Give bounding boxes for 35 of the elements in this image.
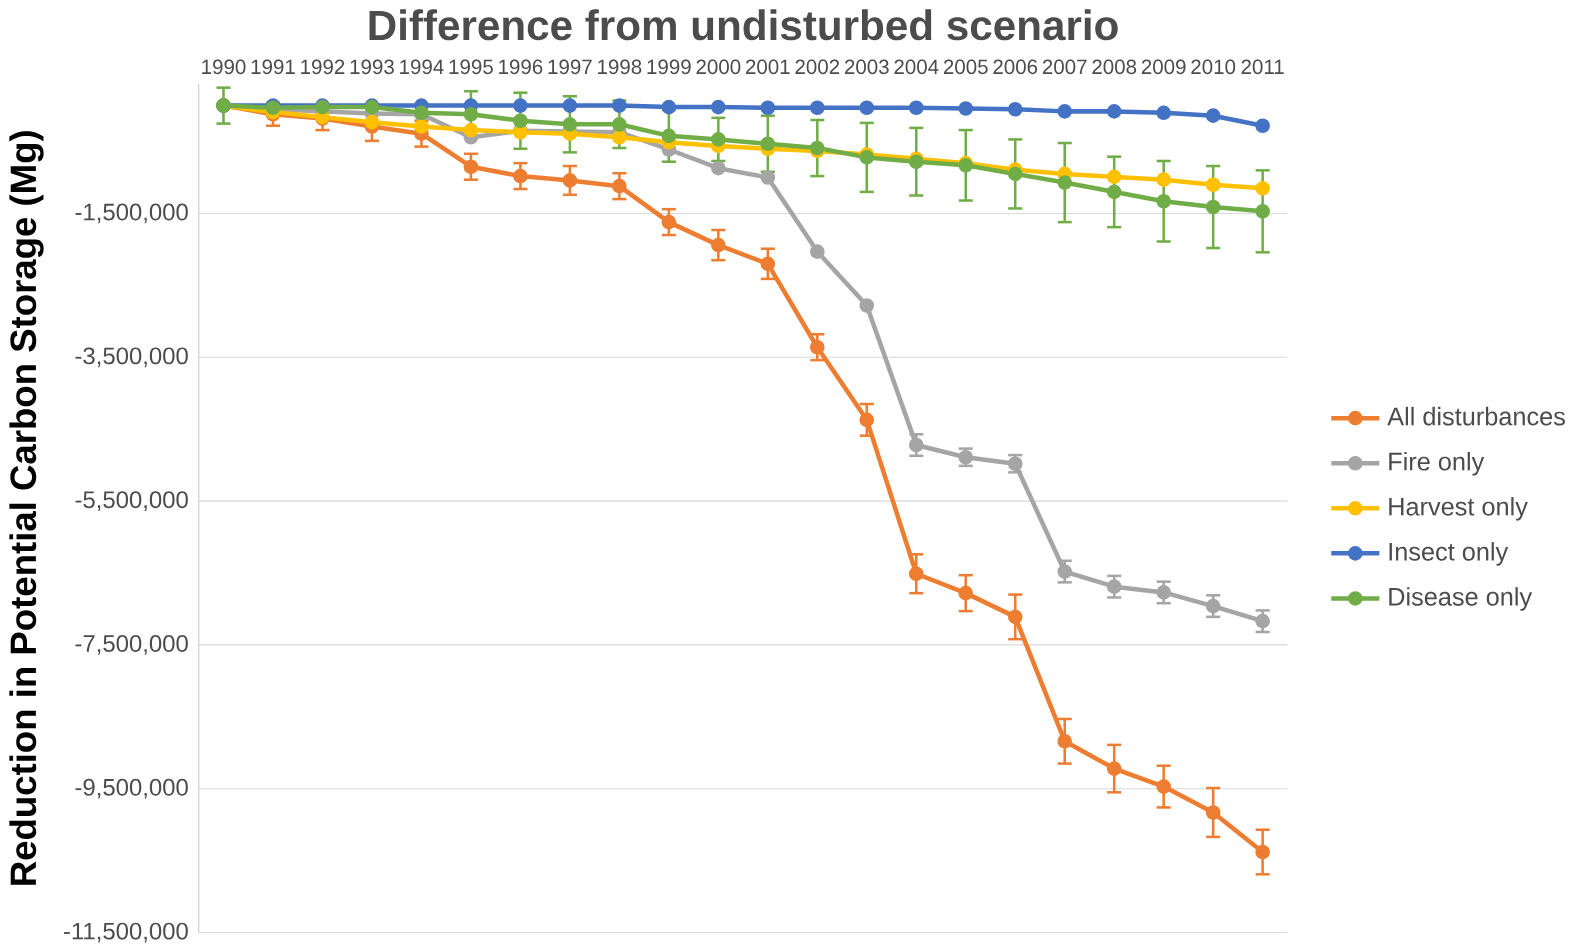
x-tick-label: 1993 [350,59,394,75]
x-tick-label: 2009 [1141,59,1186,75]
y-tick-label: -3,500,000 [75,347,188,368]
x-tick-label: 1994 [400,59,444,75]
x-tick-label: 1999 [647,59,691,75]
x-tick-label: 2000 [696,59,741,75]
y-tick-label: -7,500,000 [75,635,188,655]
x-tick-label: 2007 [1042,59,1087,75]
x-tick-label: 1998 [598,59,642,75]
x-tick-label: 1995 [449,59,493,75]
legend-label: All disturbances [1387,406,1565,426]
x-tick-label: 2005 [943,59,988,75]
x-tick-label: 1992 [301,59,345,75]
x-tick-label: 2003 [844,59,889,75]
y-tick-label: -1,500,000 [75,203,188,224]
y-tick-label: -11,500,000 [64,922,188,943]
x-tick-label: 2011 [1241,59,1284,75]
chart-title: Difference from undisturbed scenario [369,9,1118,41]
x-tick-label: 1991 [251,59,295,75]
y-tick-label: -5,500,000 [75,491,188,512]
x-tick-label: 2010 [1191,59,1236,75]
x-tick-label: 1997 [548,59,592,75]
legend-label: Fire only [1389,452,1485,476]
x-tick-label: 1990 [202,59,246,75]
x-tick-label: 2004 [894,59,939,75]
legend-label: Harvest only [1389,497,1528,521]
x-tick-label: 1996 [499,59,543,75]
y-axis-title: Reduction in Potential Carbon Storage (Mg) [9,131,44,885]
x-tick-label: 2008 [1092,59,1137,75]
x-tick-label: 2006 [993,59,1038,75]
x-tick-label: 2002 [795,59,840,75]
y-tick-label: -9,500,000 [75,778,188,799]
legend-label: Disease only [1389,587,1533,611]
legend-label: Insect only [1389,542,1509,566]
x-tick-label: 2001 [745,59,790,75]
